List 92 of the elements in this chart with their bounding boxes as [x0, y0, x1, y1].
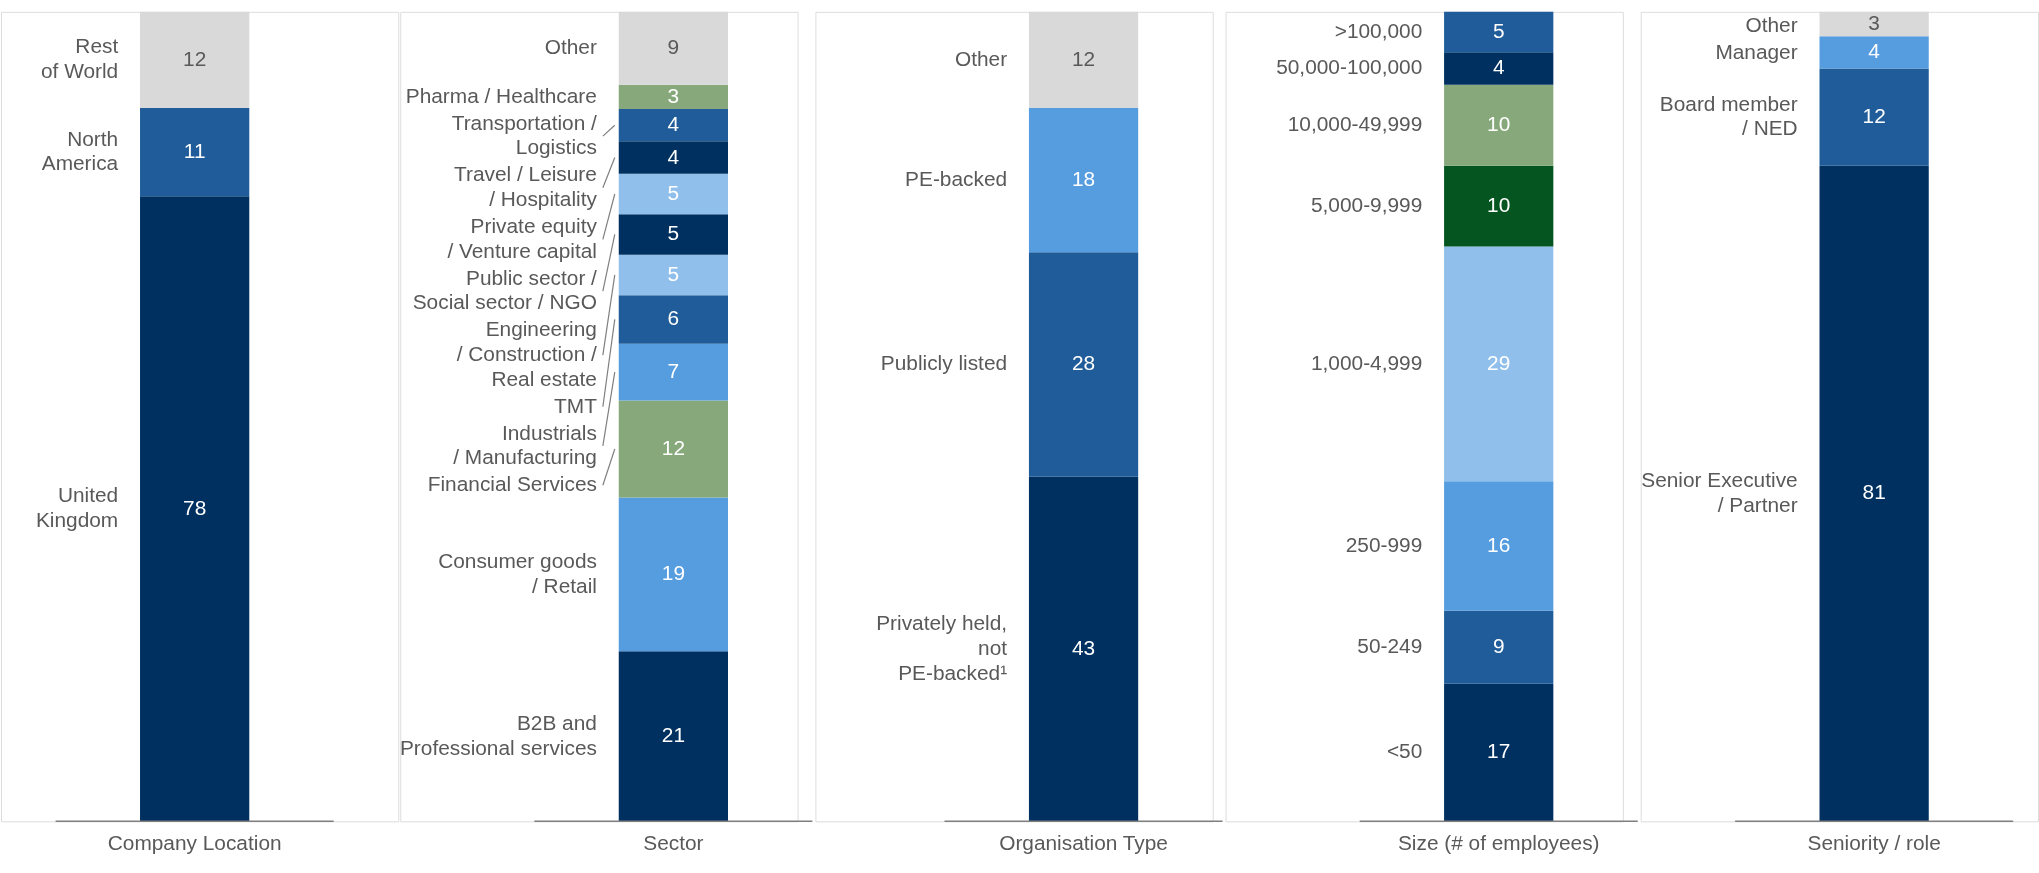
bar	[1444, 11, 1554, 53]
series-label: <50	[1386, 739, 1423, 763]
series-label: Financial Services	[427, 472, 597, 496]
bar	[1444, 683, 1554, 822]
series-label: PE-backed	[905, 167, 1008, 191]
data-label: 43	[1071, 635, 1096, 659]
data-label: 29	[1487, 350, 1511, 374]
data-label: 21	[661, 723, 685, 747]
data-label: 6	[667, 306, 680, 330]
bar	[618, 497, 728, 652]
data-label: 5	[667, 261, 680, 285]
series-label: Consumer goods / Retail	[438, 548, 597, 597]
series-label: Board member / NED	[1659, 91, 1798, 140]
x-tick-label: Sector	[643, 831, 704, 855]
series-label: Publicly listed	[880, 351, 1008, 375]
data-label: 10	[1487, 112, 1511, 136]
bar	[1028, 108, 1139, 253]
data-label: 17	[1487, 739, 1511, 763]
bar	[618, 84, 728, 109]
bar	[618, 651, 728, 822]
series-label: North America	[41, 126, 119, 175]
data-label: 81	[1862, 480, 1886, 504]
x-tick-label: Organisation Type	[999, 831, 1168, 855]
x-tick-label: Size (# of employees)	[1397, 831, 1600, 855]
data-label: 12	[1862, 104, 1886, 128]
series-label: B2B and Professional services	[399, 710, 597, 759]
data-label: 12	[183, 46, 207, 70]
series-label: Transportation / Logistics	[451, 110, 598, 159]
bar	[618, 141, 728, 174]
bar	[618, 109, 728, 142]
data-label: 4	[1868, 39, 1880, 63]
series-label: Private equity / Venture capital	[447, 213, 598, 262]
series-label: Other	[1745, 13, 1798, 37]
data-label: 5	[667, 180, 680, 204]
data-label: 12	[661, 435, 685, 459]
data-label: 78	[183, 495, 207, 519]
data-label: 4	[667, 144, 680, 168]
series-label: Public sector / Social sector / NGO	[412, 265, 598, 314]
data-label: 10	[1487, 193, 1511, 217]
bar	[618, 295, 728, 344]
series-label: Senior Executive / Partner	[1641, 468, 1798, 516]
data-label: 5	[1492, 19, 1505, 43]
series-label: Pharma / Healthcare	[405, 83, 597, 107]
series-label: Travel / Leisure / Hospitality	[454, 162, 598, 211]
bar	[1444, 481, 1554, 611]
series-label: Rest of World	[40, 34, 119, 83]
x-tick-label: Company Location	[107, 831, 282, 855]
data-label: 9	[1492, 634, 1505, 658]
data-label: 11	[183, 139, 206, 163]
x-tick-label: Seniority / role	[1807, 831, 1941, 855]
series-label: 50-249	[1357, 634, 1423, 658]
series-label: 5,000-9,999	[1310, 193, 1423, 217]
text: TMT	[554, 393, 598, 417]
data-label: 7	[667, 359, 680, 383]
data-label: 3	[667, 83, 680, 107]
series-label: Manager	[1715, 40, 1798, 64]
data-label: 9	[667, 35, 680, 59]
data-label: 18	[1071, 167, 1096, 191]
bar	[618, 173, 728, 215]
bar	[618, 214, 728, 255]
bar	[1444, 84, 1554, 166]
data-label: 4	[1492, 55, 1505, 79]
series-label: 10,000-49,999	[1287, 112, 1423, 136]
bar	[1444, 610, 1554, 684]
bar	[1028, 252, 1139, 477]
bar	[1444, 52, 1554, 85]
series-label: Other	[544, 35, 597, 59]
data-label: 28	[1071, 351, 1096, 375]
bar	[1819, 36, 1929, 69]
data-label: 4	[667, 112, 680, 136]
bar	[618, 400, 728, 498]
data-label: 12	[1071, 46, 1096, 70]
series-label: Engineering / Construction / Real estate	[456, 317, 598, 390]
data-label: 19	[661, 561, 685, 585]
bar	[1819, 165, 1929, 822]
bar	[618, 254, 728, 296]
series-label: 1,000-4,999	[1310, 350, 1423, 374]
series-label: Privately held, not PE-backed¹	[876, 611, 1008, 684]
series-label: >100,000	[1334, 19, 1423, 43]
series-label: Other	[954, 46, 1008, 70]
series-label: Industrials / Manufacturing	[453, 420, 597, 469]
data-label: 16	[1487, 533, 1511, 557]
bar	[618, 343, 728, 401]
series-label: 250-999	[1345, 533, 1423, 557]
bar	[1444, 165, 1554, 247]
series-label: United Kingdom	[35, 483, 119, 532]
series-label: 50,000-100,000	[1276, 55, 1423, 79]
data-label: 3	[1868, 10, 1880, 34]
data-label: 5	[667, 221, 680, 245]
bar	[1444, 246, 1554, 482]
bar	[1819, 68, 1929, 166]
bar	[1028, 476, 1139, 822]
